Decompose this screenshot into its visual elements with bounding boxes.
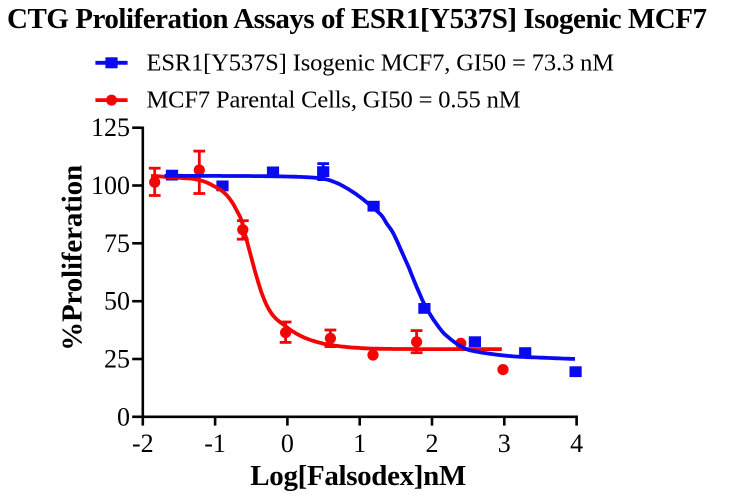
svg-text:%Proliferation: %Proliferation [57,165,89,351]
svg-text:0: 0 [281,429,294,458]
svg-text:75: 75 [104,229,130,258]
svg-text:100: 100 [91,171,130,200]
svg-text:25: 25 [104,345,130,374]
svg-text:-1: -1 [204,429,226,458]
svg-text:2: 2 [426,429,439,458]
svg-text:4: 4 [570,429,583,458]
svg-text:0: 0 [117,402,130,431]
svg-text:MCF7 Parental Cells, GI50 = 0.: MCF7 Parental Cells, GI50 = 0.55 nM [147,87,521,114]
svg-text:125: 125 [91,113,130,142]
svg-text:3: 3 [498,429,511,458]
svg-text:Log[Falsodex]nM: Log[Falsodex]nM [250,460,466,492]
svg-text:ESR1[Y537S] Isogenic MCF7, GI5: ESR1[Y537S] Isogenic MCF7, GI50 = 73.3 n… [147,49,615,76]
svg-text:50: 50 [104,287,130,316]
svg-text:1: 1 [353,429,366,458]
svg-text:-2: -2 [132,429,154,458]
svg-text:CTG Proliferation Assays of ES: CTG Proliferation Assays of ESR1[Y537S] … [7,3,707,35]
